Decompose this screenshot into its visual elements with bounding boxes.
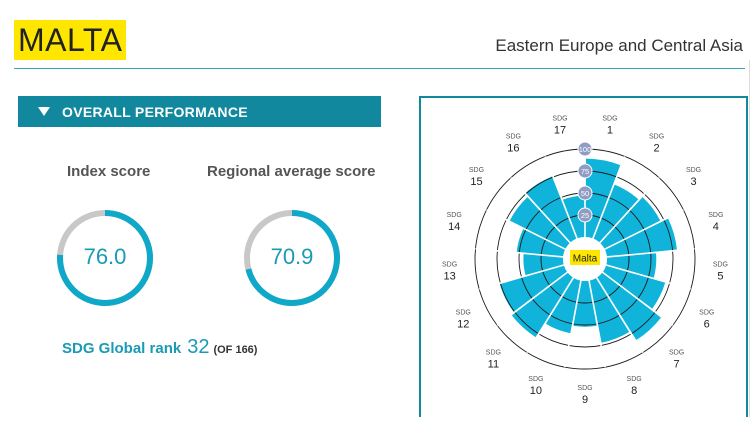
spoke: [475, 248, 564, 258]
regional-score-value: 70.9: [270, 244, 314, 269]
sdg-label-prefix: SDG: [669, 350, 684, 357]
sdg-wheel-panel: Malta 25 50 75 100 SDG 1 SDG 2 SDG 3 SDG 4 SDG 5 SDG 6 SD…: [419, 96, 748, 417]
sdg-17-bar: [562, 195, 585, 239]
index-score-title: Index score: [67, 163, 151, 180]
sdg-14-bar: [516, 229, 566, 257]
sdg-label-number: 14: [448, 221, 460, 233]
sdg-label-number: 16: [507, 142, 519, 154]
ring-label-50: 50: [581, 189, 589, 198]
sdg-label-number: 4: [713, 221, 719, 233]
rank-label: SDG Global rank: [62, 340, 182, 357]
sdg-label-prefix: SDG: [686, 167, 701, 174]
center-label-bg: [570, 250, 600, 265]
ring-badge-100: [577, 141, 593, 157]
ring-badge-75: [577, 163, 593, 179]
sdg-label-prefix: SDG: [649, 133, 664, 140]
gauge-fill: [244, 210, 340, 306]
sdg-wheel-chart: Malta 25 50 75 100 SDG 1 SDG 2 SDG 3 SDG 4 SDG 5 SDG 6 SD…: [442, 115, 728, 406]
overall-performance-toggle[interactable]: OVERALL PERFORMANCE: [18, 96, 381, 127]
sdg-3-bar: [599, 197, 661, 249]
spoke: [588, 280, 606, 368]
spoke: [510, 177, 571, 244]
sdg-label-prefix: SDG: [552, 115, 567, 122]
spoke: [478, 264, 565, 290]
sdg-label-number: 1: [607, 124, 613, 136]
sdg-8-bar: [589, 277, 630, 343]
rank-of: (OF 166): [213, 344, 258, 356]
sdg-label-prefix: SDG: [713, 262, 728, 269]
sdg-1-bar: [585, 158, 621, 239]
header-divider: [14, 68, 745, 69]
sdg-5-bar: [606, 253, 657, 278]
ring-badge-25: [577, 207, 593, 223]
sdg-2-bar: [593, 184, 639, 243]
sdg-13-bar: [523, 253, 564, 276]
spoke: [604, 209, 684, 250]
spoke: [595, 277, 644, 353]
ring-label-75: 75: [581, 167, 589, 176]
regional-score-gauge: [244, 210, 340, 306]
sdg-label-prefix: SDG: [627, 376, 642, 383]
spoke: [605, 264, 692, 290]
sdg-label-prefix: SDG: [469, 167, 484, 174]
sdg-9-bar: [573, 280, 597, 327]
rank-value: 32: [187, 336, 210, 358]
spoke: [602, 271, 674, 326]
sdg-label-number: 13: [443, 271, 455, 283]
ring-badge-50: [577, 185, 593, 201]
sdg-label-prefix: SDG: [528, 376, 543, 383]
sdg-6-bar: [602, 265, 666, 309]
spoke: [486, 209, 566, 250]
gauge-fill: [57, 210, 153, 306]
sdg-label-number: 8: [631, 385, 637, 397]
sdg-11-bar: [511, 272, 574, 338]
spoke: [606, 248, 695, 258]
sdg-label-number: 17: [554, 124, 566, 136]
sdg-label-number: 15: [470, 176, 482, 188]
global-rank: SDG Global rank 32 (OF 166): [62, 336, 257, 359]
sdg-label-prefix: SDG: [699, 310, 714, 317]
sdg-label-prefix: SDG: [447, 212, 462, 219]
center-label: Malta: [573, 254, 598, 265]
sdg-label-prefix: SDG: [456, 310, 471, 317]
sdg-label-number: 2: [654, 142, 660, 154]
region-name: Eastern Europe and Central Asia: [495, 36, 743, 55]
sdg-label-prefix: SDG: [486, 350, 501, 357]
sdg-label-prefix: SDG: [602, 115, 617, 122]
spoke: [592, 156, 626, 239]
sdg-10-bar: [545, 277, 581, 334]
index-score-gauge: [57, 210, 153, 306]
sdg-label-number: 12: [457, 319, 469, 331]
sdg-label-number: 9: [582, 394, 588, 406]
sdg-label-prefix: SDG: [506, 133, 521, 140]
section-title: OVERALL PERFORMANCE: [62, 103, 248, 120]
sdg-label-number: 11: [488, 359, 499, 371]
spoke: [544, 156, 578, 239]
sdg-label-number: 7: [674, 359, 680, 371]
sdg-4-bar: [604, 218, 677, 257]
spoke: [564, 280, 582, 368]
sdg-label-prefix: SDG: [442, 262, 457, 269]
sdg-label-number: 3: [690, 176, 696, 188]
regional-score-title: Regional average score: [207, 163, 376, 180]
spoke: [496, 271, 568, 326]
ring-label-100: 100: [579, 145, 592, 154]
index-score-value: 76.0: [83, 244, 127, 269]
page-edge-divider: [749, 60, 750, 417]
country-name: MALTA: [14, 20, 127, 60]
spoke: [526, 277, 575, 353]
sdg-16-bar: [525, 176, 577, 243]
ring-label-25: 25: [581, 211, 589, 220]
sdg-label-number: 5: [717, 271, 723, 283]
sdg-label-number: 10: [530, 385, 542, 397]
sdg-label-number: 6: [704, 319, 710, 331]
sdg-15-bar: [509, 197, 571, 249]
spoke: [599, 177, 660, 244]
triangle-down-icon: [38, 107, 50, 116]
sdg-label-prefix: SDG: [577, 385, 592, 392]
sdg-12-bar: [499, 265, 568, 312]
sdg-label-prefix: SDG: [708, 212, 723, 219]
